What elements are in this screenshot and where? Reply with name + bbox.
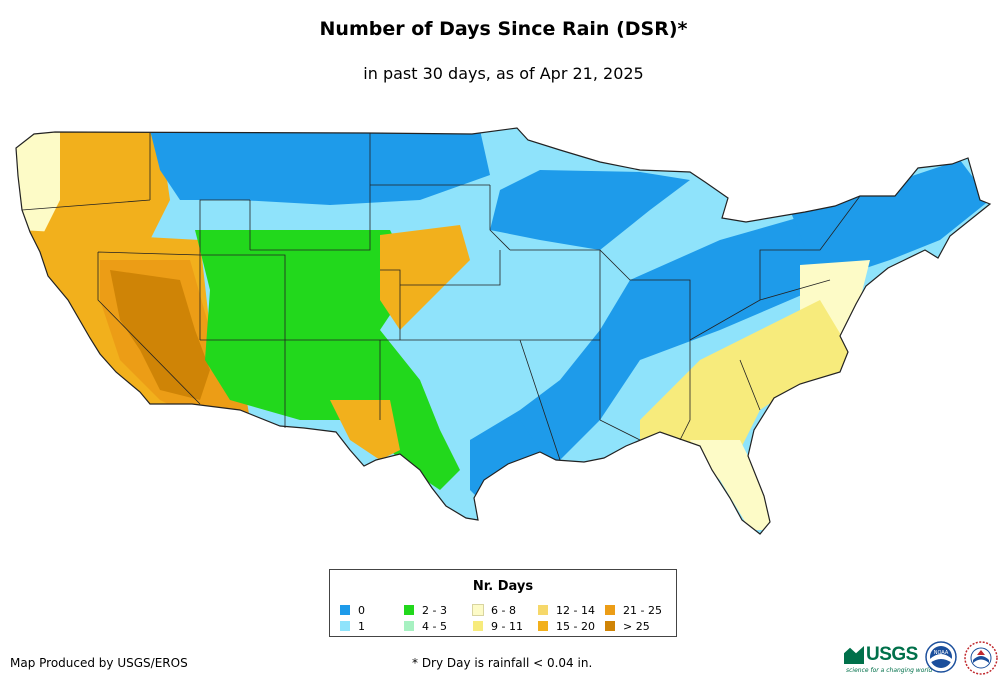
legend-label: 15 - 20 bbox=[556, 620, 595, 633]
legend-label: 1 bbox=[358, 620, 365, 633]
map-subtitle: in past 30 days, as of Apr 21, 2025 bbox=[363, 64, 644, 83]
region-rockies-north bbox=[150, 130, 490, 205]
legend-swatch bbox=[340, 621, 350, 631]
state-borders bbox=[21, 133, 861, 461]
legend-item-0: 0 bbox=[340, 605, 365, 617]
legend-item-4-5: 4 - 5 bbox=[404, 621, 447, 633]
legend-label: 2 - 3 bbox=[422, 604, 447, 617]
dry-day-footnote: * Dry Day is rainfall < 0.04 in. bbox=[412, 656, 593, 670]
map-title: Number of Days Since Rain (DSR)* bbox=[319, 18, 688, 40]
legend-label: 0 bbox=[358, 604, 365, 617]
legend-item-1: 1 bbox=[340, 621, 365, 633]
legend-item-12-14: 12 - 14 bbox=[538, 605, 595, 617]
nws-logo[interactable] bbox=[964, 641, 998, 675]
usgs-tagline: science for a changing world bbox=[846, 667, 933, 674]
legend-label: 12 - 14 bbox=[556, 604, 595, 617]
legend-swatch bbox=[472, 604, 484, 616]
noaa-logo[interactable]: NOAA bbox=[925, 641, 957, 673]
legend-label: > 25 bbox=[623, 620, 650, 633]
region-florida bbox=[690, 440, 775, 530]
legend-label: 21 - 25 bbox=[623, 604, 662, 617]
legend-swatch bbox=[473, 621, 483, 631]
region-southeast bbox=[640, 300, 850, 470]
us-dsr-map bbox=[15, 127, 992, 535]
legend-title: Nr. Days bbox=[472, 579, 534, 594]
legend-item-gt-25: > 25 bbox=[605, 621, 650, 633]
legend-swatch bbox=[538, 621, 548, 631]
region-northeast bbox=[790, 160, 990, 270]
map-credit: Map Produced by USGS/EROS bbox=[10, 656, 188, 670]
legend-label: 6 - 8 bbox=[491, 604, 516, 617]
usgs-logo-text: USGS bbox=[866, 644, 918, 665]
legend-item-9-11: 9 - 11 bbox=[473, 621, 523, 633]
region-high-plains bbox=[380, 225, 470, 330]
region-pacific-northwest-interior bbox=[40, 132, 170, 250]
legend: Nr. Days 0 1 2 - 3 4 - 5 6 - 8 9 - 11 12… bbox=[329, 569, 677, 637]
region-ohio-tennessee bbox=[470, 200, 900, 480]
us-outline bbox=[15, 127, 992, 535]
region-nevada-arizona-core bbox=[110, 270, 210, 400]
legend-swatch bbox=[404, 605, 414, 615]
legend-swatch bbox=[404, 621, 414, 631]
legend-swatch bbox=[605, 621, 615, 631]
usgs-logo[interactable]: USGS bbox=[844, 644, 920, 666]
legend-label: 9 - 11 bbox=[491, 620, 523, 633]
region-mississippi-valley bbox=[490, 170, 690, 250]
region-southern-plains-west bbox=[330, 400, 400, 460]
legend-item-21-25: 21 - 25 bbox=[605, 605, 662, 617]
noaa-logo-text: NOAA bbox=[934, 650, 949, 656]
legend-item-2-3: 2 - 3 bbox=[404, 605, 447, 617]
legend-swatch bbox=[340, 605, 350, 615]
legend-swatch bbox=[605, 605, 615, 615]
legend-item-6-8: 6 - 8 bbox=[472, 604, 516, 617]
legend-label: 4 - 5 bbox=[422, 620, 447, 633]
usgs-wave-icon bbox=[844, 646, 864, 664]
legend-swatch bbox=[538, 605, 548, 615]
legend-item-15-20: 15 - 20 bbox=[538, 621, 595, 633]
